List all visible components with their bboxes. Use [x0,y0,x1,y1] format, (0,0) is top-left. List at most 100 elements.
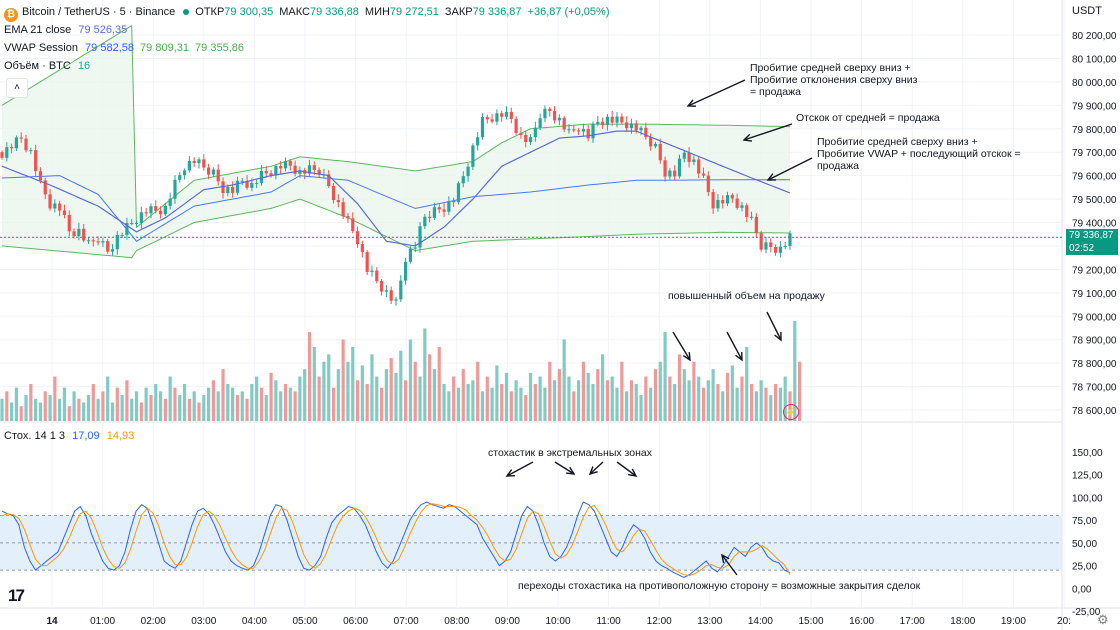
volume-bar [500,383,504,421]
stoch-tick-label: -25,00 [1072,607,1101,618]
candle-body [514,118,518,133]
candle-body [14,137,19,149]
volume-bar [125,380,129,421]
arrow-head [505,469,516,477]
candle-body [312,165,316,170]
vwap-band-area [2,25,790,258]
volume-legend[interactable]: Объём · BTC 16 [4,57,90,75]
tradingview-logo-icon[interactable]: 17 [8,586,25,605]
candle-body [485,117,489,120]
volume-bar [221,369,225,421]
volume-bar [519,387,523,421]
volume-bar [317,376,321,421]
volume-bar [649,387,653,421]
candle-body [764,242,768,250]
volume-bar [480,391,485,421]
candle-body [625,122,629,129]
candle-body [187,160,191,171]
volume-bar [24,395,28,421]
volume-bar [38,402,43,421]
volume-bar [572,391,576,421]
volume-bar [697,376,701,421]
arrow-head [742,133,753,142]
symbol-legend[interactable]: ₿ Bitcoin / TetherUS · 5 · Binance ОТКР79 … [4,3,609,22]
volume-bar [543,387,547,421]
volume-bar [716,383,720,421]
arrow-line [767,157,813,181]
volume-bar [279,391,283,421]
candle-body [207,167,211,175]
candle-body [692,159,696,163]
candle-body [562,117,566,130]
ohlc-close-value: 79 336,87 [472,6,522,18]
candle-body [58,203,62,211]
candle-body [110,249,115,252]
candle-body [500,113,504,117]
candle-body [0,152,4,158]
candle-body [423,216,427,227]
candle-body [601,121,605,126]
arrow-line [721,554,738,576]
time-tick-label: 17:00 [900,616,925,627]
annotation-line: Пробитие средней сверху вниз + [750,62,911,74]
candle-body [634,123,638,131]
candle-body [125,223,129,235]
stoch-label: Стох. 14 1 3 [4,430,66,442]
candle-body [134,222,139,224]
volume-bar [303,369,307,421]
time-tick-label: 02:00 [141,616,166,627]
volume-bar [673,383,677,421]
volume-bar [346,361,350,421]
volume-bar [740,376,744,421]
price-change: +36,87 (+0,05%) [527,6,610,18]
candle-body [5,147,9,158]
candle-body [490,119,494,122]
stoch-legend[interactable]: Стох. 14 1 3 17,09 14,93 [4,427,134,445]
volume-bar [514,380,518,421]
arrow-head [735,351,743,362]
candle-body [749,216,754,218]
volume-bar [528,372,533,421]
volume-bar [562,339,566,421]
lightning-icon[interactable]: ⚡ [783,404,799,420]
volume-bar [351,346,355,421]
gear-icon[interactable]: ⚙ [1097,612,1109,627]
volume-bar [509,391,513,421]
candle-body [274,166,278,176]
candle-body [716,200,720,209]
volume-bar [682,369,686,421]
annotation-stoch-cross: переходы стохастика на противоположную с… [518,580,921,592]
volume-bar [663,332,667,421]
arrow-line [589,461,604,475]
candle-body [360,244,364,253]
volume-bar [207,387,211,421]
volume-bar [168,376,172,421]
candlestick-series [0,105,792,306]
volume-bar [764,387,768,421]
volume-bar [461,369,465,421]
volume-bar [283,383,288,421]
volume-bar [144,387,148,421]
volume-bar [130,398,134,421]
volume-bar [745,346,749,421]
candle-body [620,116,624,123]
volume-bar [793,321,797,421]
candle-body [379,281,384,292]
arrow-head [628,468,638,477]
time-tick-label: 01:00 [90,616,115,627]
candle-body [524,135,528,143]
currency-label[interactable]: USDT [1072,5,1102,17]
candle-body [173,179,177,199]
stoch-tick-label: 125,00 [1072,471,1103,482]
arrow-head [774,331,782,342]
collapse-legend-button[interactable]: ˄ [6,78,28,98]
candle-body [788,233,792,246]
last-price: 79 336,87 [1069,230,1114,241]
candle-body [706,175,710,193]
candle-body [466,166,470,177]
ema-legend[interactable]: EMA 21 close 79 526,35 [4,21,127,39]
candle-body [711,192,715,209]
time-axis: 14 01:00 02:00 03:00 04:00 05:00 06:00 07:00 08:… [46,616,1071,627]
vwap-legend[interactable]: VWAP Session 79 582,58 79 809,31 79 355,… [4,39,244,57]
